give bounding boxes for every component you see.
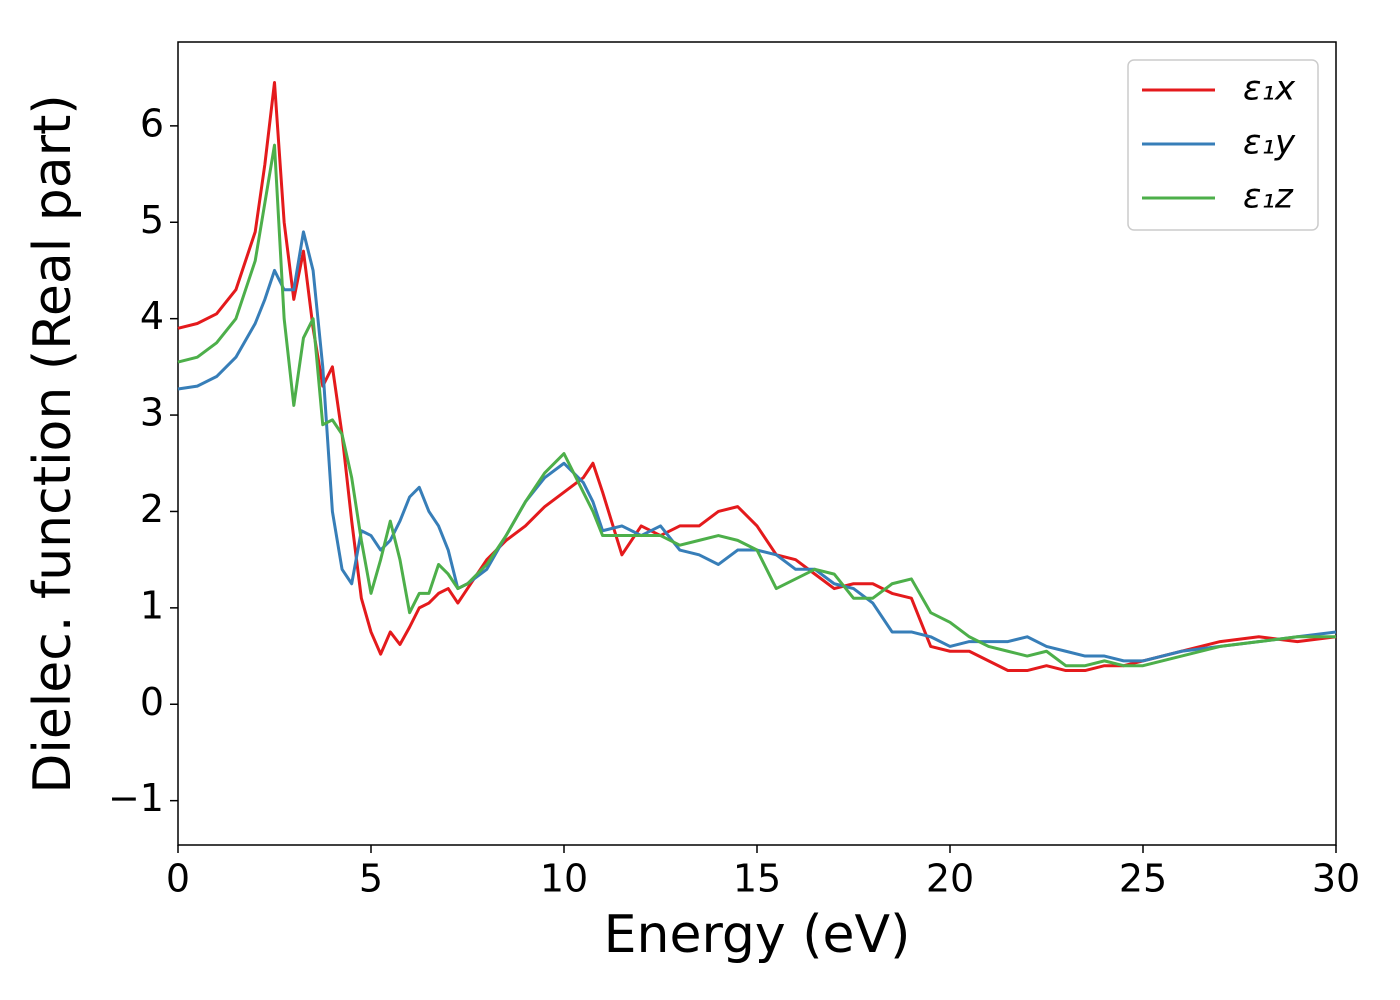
x-axis-label: Energy (eV) (604, 905, 911, 965)
x-tick-label: 10 (540, 857, 588, 901)
x-tick-label: 5 (359, 857, 383, 901)
x-tick-label: 30 (1312, 857, 1360, 901)
data-line (177, 230, 1337, 663)
data-line (177, 143, 1336, 668)
y-tick-label: 2 (140, 487, 164, 531)
y-tick-label: 3 (140, 391, 164, 435)
x-tick-label: 0 (166, 857, 190, 901)
legend-label: ε₁x (1243, 69, 1296, 109)
y-tick-label: −1 (108, 776, 164, 820)
legend-label: ε₁z (1243, 177, 1294, 217)
x-tick-label: 15 (733, 857, 781, 901)
legend-box (1127, 59, 1319, 231)
y-tick-label: 0 (140, 680, 164, 724)
legend-label: ε₁y (1243, 123, 1296, 163)
x-tick-label: 25 (1119, 857, 1167, 901)
x-tick-label: 20 (926, 857, 974, 901)
y-tick-label: 1 (140, 583, 164, 627)
y-tick-label: 6 (140, 101, 164, 145)
y-tick-label: 4 (140, 294, 164, 338)
y-tick-label: 5 (140, 198, 164, 242)
y-axis-label: Dielec. function (Real part) (23, 94, 83, 793)
